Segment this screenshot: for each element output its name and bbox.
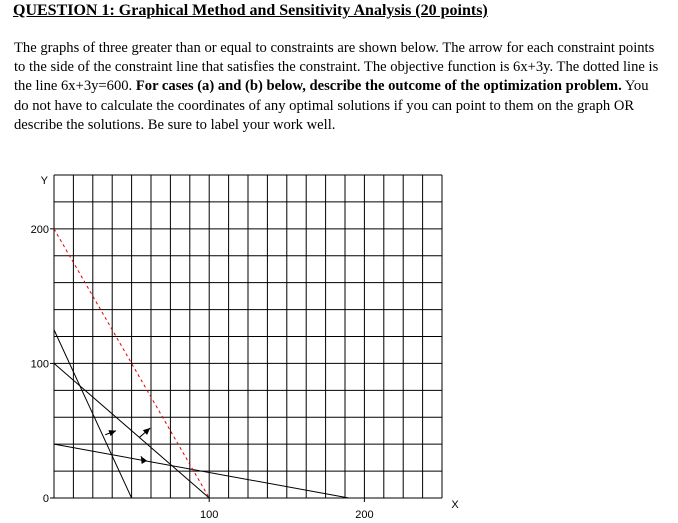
constraint-line-1 [53,329,133,499]
paragraph-rest: You do not have to calculate the coordin… [14,78,649,133]
chart-labels: 0 100 200 100 200 Y X [31,175,460,521]
paragraph-bold-instruction: For cases (a) and (b) below, describe th… [135,78,622,95]
y-tick-label: 100 [31,358,49,370]
paragraph-intro: The graphs of three greater than or equa… [14,40,659,95]
x-axis-label: X [451,499,459,511]
chart-axes [50,175,442,502]
constraint-arrowhead-2 [142,428,151,436]
y-tick-label: 0 [43,493,49,505]
constraint-arrowhead-3 [140,456,148,464]
y-axis-label: Y [41,175,49,187]
y-tick-label: 200 [31,224,49,236]
constraint-line-2 [53,363,210,499]
chart-series [53,228,349,499]
objective-line-6x-3y-600 [53,228,210,499]
chart-grid [54,174,443,498]
constraint-arrowhead-1 [108,430,117,437]
x-tick-label: 100 [200,509,218,521]
constraint-line-3 [53,443,349,499]
question-paragraph: The graphs of three greater than or equa… [14,39,666,135]
x-tick-label: 200 [355,509,373,521]
question-title: QUESTION 1: Graphical Method and Sensiti… [13,2,488,19]
